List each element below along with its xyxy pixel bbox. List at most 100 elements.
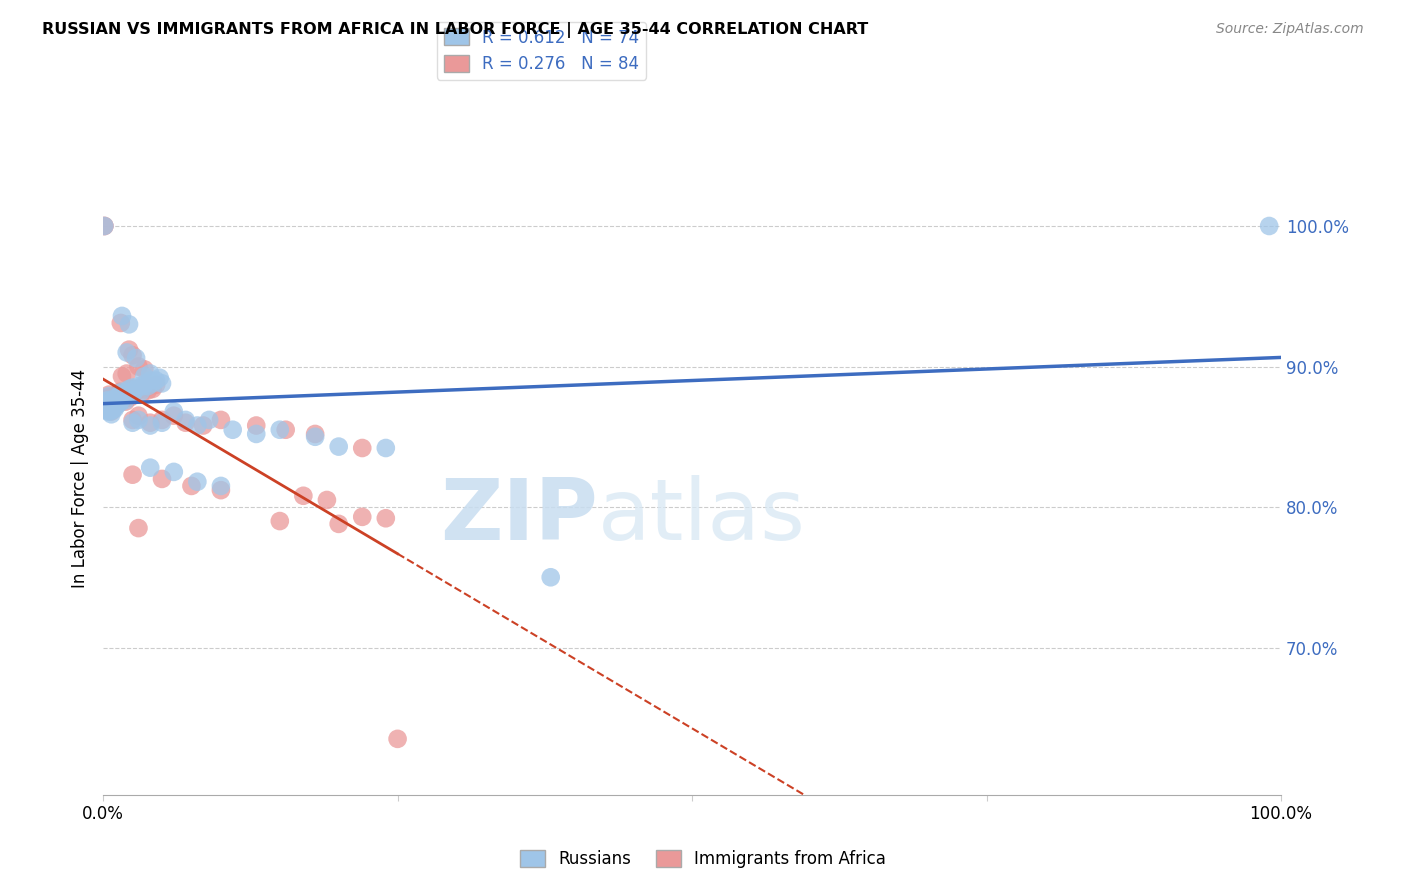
Point [245,426,267,441]
Point [100,404,122,418]
Point [101,401,124,415]
Point [115,384,138,399]
Point [98,404,121,418]
Point [118,382,141,396]
Point [374,511,396,525]
Point [120,384,142,399]
Point [139,418,162,433]
Point [304,430,326,444]
Point [139,367,162,381]
Point [101,394,124,409]
Point [352,509,374,524]
Point [112,391,135,405]
Point [127,521,149,535]
Point [142,382,165,396]
Point [186,418,208,433]
Point [149,370,172,384]
Point [98,397,121,411]
Point [118,318,141,332]
Point [104,401,127,416]
Point [135,376,157,391]
Point [100,399,122,413]
Point [132,379,155,393]
Point [374,441,396,455]
Point [96,401,118,416]
Point [163,465,186,479]
Point [122,382,145,396]
Point [139,416,162,430]
Point [93,219,115,233]
Point [112,387,135,401]
Point [108,387,131,401]
Point [105,399,128,413]
Point [209,413,232,427]
Point [108,393,131,408]
Point [139,460,162,475]
Point [135,379,157,393]
Point [120,384,142,399]
Point [96,396,118,410]
Point [145,377,167,392]
Point [103,401,125,415]
Point [118,384,141,399]
Point [97,404,120,418]
Point [121,413,143,427]
Point [105,387,128,401]
Point [118,343,141,357]
Point [110,391,132,405]
Point [103,392,125,406]
Point [100,396,122,410]
Point [121,387,143,401]
Point [93,219,115,233]
Point [150,413,173,427]
Point [352,441,374,455]
Text: RUSSIAN VS IMMIGRANTS FROM AFRICA IN LABOR FORCE | AGE 35-44 CORRELATION CHART: RUSSIAN VS IMMIGRANTS FROM AFRICA IN LAB… [42,22,869,38]
Point [186,475,208,489]
Text: ZIP: ZIP [440,475,598,558]
Point [103,397,125,411]
Point [98,401,121,416]
Point [150,376,173,391]
Point [198,413,221,427]
Point [209,479,232,493]
Point [107,393,129,408]
Point [105,391,128,405]
Point [115,345,138,359]
Point [98,387,121,401]
Point [136,384,159,398]
Point [98,396,121,410]
Legend: R = 0.612   N = 74, R = 0.276   N = 84: R = 0.612 N = 74, R = 0.276 N = 84 [437,21,645,79]
Point [103,389,125,403]
Point [121,467,143,482]
Point [129,387,152,401]
Point [104,391,127,405]
Point [105,396,128,410]
Point [114,394,136,409]
Point [96,403,118,417]
Point [174,413,197,427]
Point [117,387,139,401]
Point [111,393,134,408]
Text: atlas: atlas [598,475,806,558]
Point [101,392,124,406]
Point [121,381,143,395]
Point [96,397,118,411]
Point [122,384,145,399]
Point [97,391,120,405]
Point [136,379,159,393]
Point [97,399,120,413]
Point [98,389,121,403]
Point [112,391,135,405]
Point [107,391,129,405]
Point [127,409,149,423]
Point [139,379,162,393]
Point [134,369,156,384]
Point [94,392,117,406]
Point [134,362,156,376]
Point [127,359,149,374]
Point [150,472,173,486]
Point [180,479,202,493]
Point [1258,219,1281,233]
Point [328,516,350,531]
Point [221,423,243,437]
